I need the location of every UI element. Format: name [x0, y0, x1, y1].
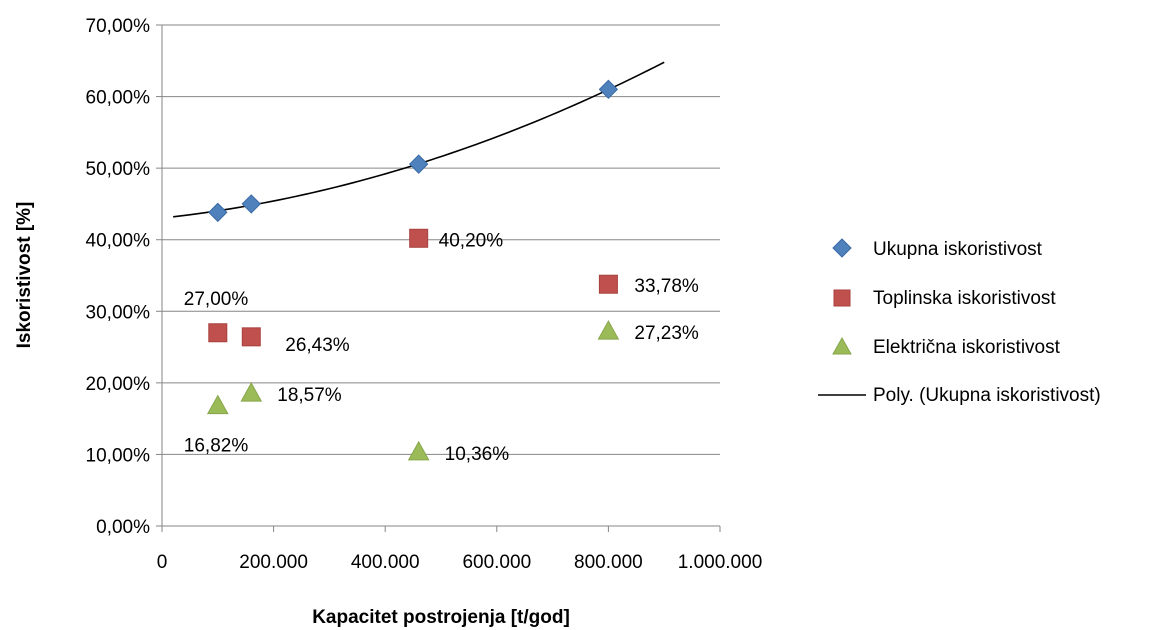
point-elektricna [597, 320, 620, 340]
data-label: 27,23% [634, 323, 699, 344]
point-ukupna [408, 154, 429, 174]
data-label: 18,57% [277, 385, 342, 406]
x-tick-label: 600.000 [462, 552, 531, 573]
point-toplinska [208, 323, 228, 343]
data-label: 27,00% [184, 289, 249, 310]
y-tick-label: 0,00% [96, 517, 150, 538]
x-tick-label: 0 [157, 552, 168, 573]
y-tick-label: 30,00% [86, 302, 151, 323]
data-label: 10,36% [445, 444, 510, 465]
point-elektricna [206, 394, 229, 415]
y-tick-label: 50,00% [86, 159, 151, 180]
y-tick-label: 10,00% [86, 445, 151, 466]
legend: Ukupna iskoristivost Toplinska iskoristi… [818, 238, 1101, 406]
data-label: 26,43% [285, 335, 350, 356]
y-axis-title: Iskoristivost [%] [14, 202, 35, 349]
y-tick-label: 70,00% [86, 16, 151, 37]
data-label: 16,82% [184, 436, 249, 457]
legend-label-toplinska: Toplinska iskoristivost [873, 288, 1056, 309]
point-toplinska [598, 274, 618, 294]
y-tick-label: 20,00% [86, 374, 151, 395]
x-axis-title: Kapacitet postrojenja [t/god] [312, 607, 570, 628]
data-labels: 27,00% 26,43% 40,20% 33,78% 16,82% 18,57% 10,3… [184, 230, 699, 465]
legend-marker-square [833, 289, 851, 307]
x-tick-label: 200.000 [239, 552, 308, 573]
point-toplinska [409, 228, 429, 248]
legend-marker-diamond [832, 238, 852, 258]
legend-label-elektricna: Električna iskoristivost [873, 337, 1061, 358]
legend-label-trendline: Poly. (Ukupna iskoristivost) [873, 385, 1101, 406]
axes [161, 25, 720, 527]
markers [206, 79, 620, 461]
data-label: 33,78% [634, 276, 699, 297]
x-tick-label: 400.000 [351, 552, 420, 573]
point-ukupna [241, 194, 261, 214]
point-elektricna [240, 382, 263, 402]
point-elektricna [407, 440, 430, 461]
data-label: 40,20% [439, 230, 504, 251]
legend-marker-triangle [832, 336, 852, 355]
x-tick-label: 800.000 [574, 552, 643, 573]
point-ukupna [598, 79, 619, 100]
point-ukupna [208, 202, 228, 223]
legend-label-ukupna: Ukupna iskoristivost [873, 239, 1043, 260]
y-tick-label: 40,00% [86, 231, 151, 252]
x-ticks: 0 200.000 400.000 600.000 800.000 1.000.000 [157, 526, 763, 573]
y-tick-label: 60,00% [86, 88, 151, 109]
y-ticks: 0,00% 10,00% 20,00% 30,00% 40,00% 50,00% 60,00… [86, 16, 162, 538]
gridlines [162, 24, 720, 455]
point-toplinska [241, 327, 261, 347]
x-tick-label: 1.000.000 [678, 552, 763, 573]
